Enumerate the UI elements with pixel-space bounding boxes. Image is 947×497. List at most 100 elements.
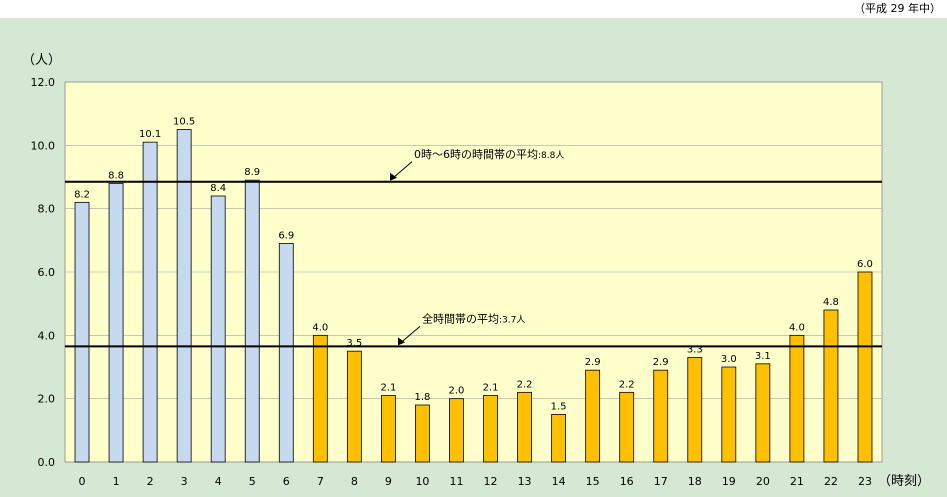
bar-value-label: 4.0 <box>789 322 805 333</box>
x-tick-label: 16 <box>620 475 634 488</box>
bar <box>585 369 601 463</box>
x-tick-label: 8 <box>351 475 358 488</box>
bar-value-label: 8.4 <box>210 183 226 194</box>
x-tick-label: 20 <box>756 475 770 488</box>
x-tick-label: 13 <box>518 475 532 488</box>
bar-value-label: 2.0 <box>449 386 465 397</box>
y-tick-label: 6.0 <box>38 266 56 279</box>
arrowhead <box>398 337 405 346</box>
bar <box>312 334 328 463</box>
bar-chart: 0.02.04.06.08.010.012.0 8.28.810.110.58.… <box>22 53 930 489</box>
y-tick-label: 4.0 <box>38 329 56 342</box>
reference-line-label: 全時間帯の平均:3.7人 <box>422 311 525 325</box>
reference-line-name: 0時～6時の時間帯の平均 <box>414 148 538 161</box>
bar <box>346 350 362 463</box>
y-tick-label: 2.0 <box>38 393 56 406</box>
annotation-arrow <box>399 326 421 344</box>
bar <box>142 141 158 463</box>
x-tick-label: 2 <box>147 475 154 488</box>
bar-value-label: 1.5 <box>551 402 567 413</box>
bar-value-label: 8.8 <box>108 170 124 181</box>
bar <box>244 179 260 463</box>
x-tick-label: 10 <box>415 475 429 488</box>
bar <box>687 357 703 463</box>
y-tick-labels: 0.0 2.0 4.0 6.0 8.0 10.0 12.0 <box>31 76 56 469</box>
x-tick-label: 22 <box>824 475 838 488</box>
bar-value-label: 4.0 <box>312 322 328 333</box>
x-tick-label: 5 <box>249 475 256 488</box>
bar-value-label: 3.3 <box>687 345 703 356</box>
x-tick-label: 21 <box>790 475 804 488</box>
bar <box>619 391 635 463</box>
gridlines <box>65 145 882 399</box>
x-tick-label: 0 <box>79 475 86 488</box>
bar <box>721 366 737 463</box>
bar-value-label: 2.9 <box>653 357 669 368</box>
bar-value-label: 8.9 <box>244 167 260 178</box>
bar <box>108 182 124 463</box>
x-tick-label: 3 <box>181 475 188 488</box>
x-tick-label: 11 <box>449 475 463 488</box>
bar <box>278 243 294 463</box>
x-tick-label: 9 <box>385 475 392 488</box>
x-tick-label: 19 <box>722 475 736 488</box>
bar-value-labels: 8.2 8.8 10.1 10.5 8.4 8.9 6.9 4.0 3.5 2.1 1.8 2.0 2.… <box>74 117 873 413</box>
bar-value-label: 2.1 <box>380 383 396 394</box>
bar-value-label: 10.1 <box>139 129 161 140</box>
bar <box>483 395 498 463</box>
y-tick-label: 10.0 <box>31 139 56 152</box>
bar <box>857 271 873 463</box>
reference-line-value: :8.8人 <box>538 150 564 161</box>
bar-value-label: 3.0 <box>721 354 737 365</box>
x-tick-label: 4 <box>215 475 222 488</box>
x-tick-label: 1 <box>113 475 120 488</box>
x-tick-label: 17 <box>654 475 668 488</box>
bar-value-label: 8.2 <box>74 189 90 200</box>
y-tick-label: 8.0 <box>38 203 56 216</box>
bar-value-label: 4.8 <box>823 297 839 308</box>
bar <box>653 369 669 463</box>
bar <box>789 334 805 463</box>
bar-value-label: 3.1 <box>755 351 771 362</box>
x-tick-label: 6 <box>283 475 290 488</box>
bar <box>176 129 192 463</box>
bar-value-label: 6.0 <box>857 259 873 270</box>
x-tick-label: 23 <box>858 475 872 488</box>
bar-value-label: 3.5 <box>346 338 362 349</box>
annotation-arrow <box>391 161 413 180</box>
bar <box>755 363 771 463</box>
period-note: （平成 29 年中） <box>854 2 941 15</box>
bar <box>415 404 430 463</box>
reference-line-label: 0時～6時の時間帯の平均:8.8人 <box>414 148 564 161</box>
bars <box>74 129 873 463</box>
bar <box>210 195 226 463</box>
bar <box>823 309 839 463</box>
y-tick-label: 0.0 <box>38 456 56 469</box>
chart-panel: 0.0 2.0 4.0 6.0 8.0 10.0 12.0 8.2 8.8 10.1 10.5 8.… <box>0 18 947 497</box>
x-tick-labels: 0 1 2 3 4 5 6 7 8 9 10 11 12 13 14 15 16 17 18 19 20 21 22 23 <box>79 475 872 488</box>
bar <box>551 414 567 463</box>
x-tick-label: 18 <box>688 475 702 488</box>
y-tick-label: 12.0 <box>31 76 56 89</box>
bar-value-label: 10.5 <box>173 117 195 128</box>
reference-line-value: :3.7人 <box>499 314 525 325</box>
arrowhead <box>390 172 397 181</box>
bar-value-label: 2.1 <box>483 383 499 394</box>
y-axis-label: （人） <box>22 53 61 68</box>
bar <box>380 395 396 463</box>
reference-line-name: 全時間帯の平均 <box>422 311 499 325</box>
bar <box>74 201 90 463</box>
bar <box>449 398 464 463</box>
bar-value-label: 2.2 <box>619 379 635 390</box>
x-axis-label: （時刻） <box>878 474 930 489</box>
bar-value-label: 6.9 <box>278 231 294 242</box>
bar-value-label: 2.9 <box>585 357 601 368</box>
x-tick-label: 15 <box>586 475 600 488</box>
x-tick-label: 12 <box>484 475 498 488</box>
bar-value-label: 1.8 <box>414 392 430 403</box>
bar <box>517 391 532 463</box>
x-tick-label: 7 <box>317 475 324 488</box>
x-tick-label: 14 <box>552 475 566 488</box>
bar-value-label: 2.2 <box>517 379 533 390</box>
